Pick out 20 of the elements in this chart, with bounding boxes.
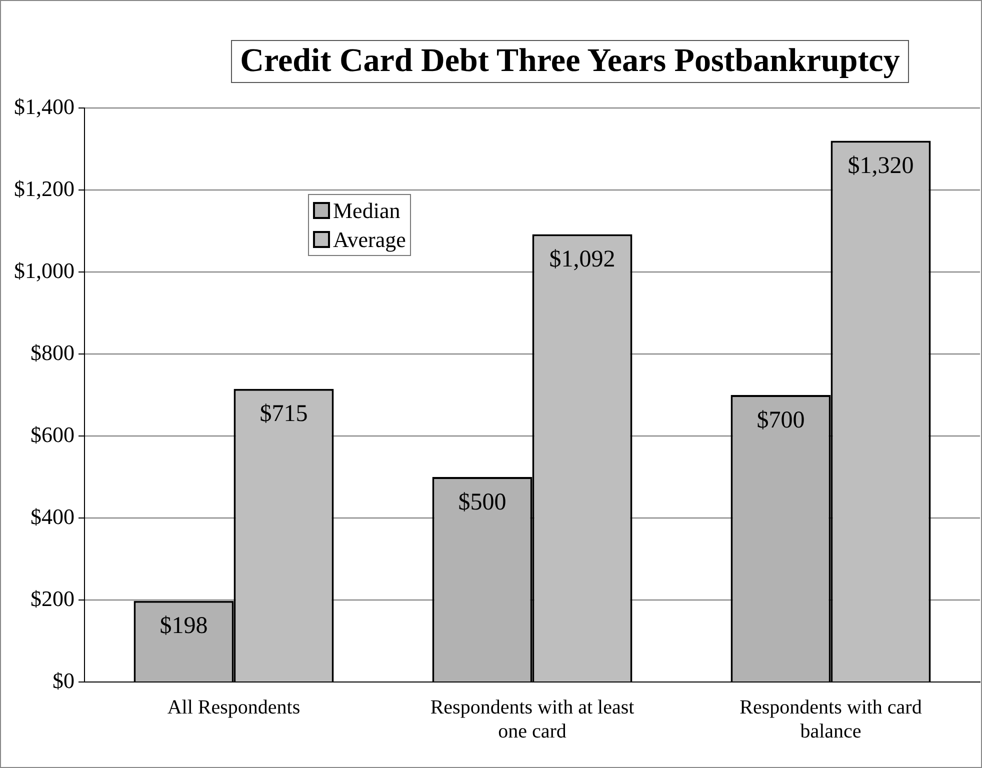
y-tick-label: $400 [30,504,74,529]
x-tick-label: All Respondents [167,696,300,718]
text: $198 [160,613,208,640]
text: $700 [756,407,805,434]
y-tick-label: $800 [30,340,74,365]
y-tick-label: $1,400 [14,94,74,119]
legend-label: Average [332,226,406,254]
x-tick-label: Respondents with at least one card [430,696,635,742]
y-tick-label: $600 [30,422,74,447]
chart-title: Credit Card Debt Three Years Postbankruptcy [231,40,909,83]
y-tick-label: $0 [52,668,74,693]
y-tick-label: $1,200 [14,176,74,201]
x-tick-label: Respondents with card balance [740,696,922,742]
y-tick-label: $1,000 [14,258,74,283]
y-tick-label: $200 [30,586,74,611]
text: $1,320 [848,153,914,180]
text: $500 [458,489,506,516]
text: $715 [260,401,308,428]
legend-label: Median [332,197,402,225]
text: $1,092 [549,246,616,273]
